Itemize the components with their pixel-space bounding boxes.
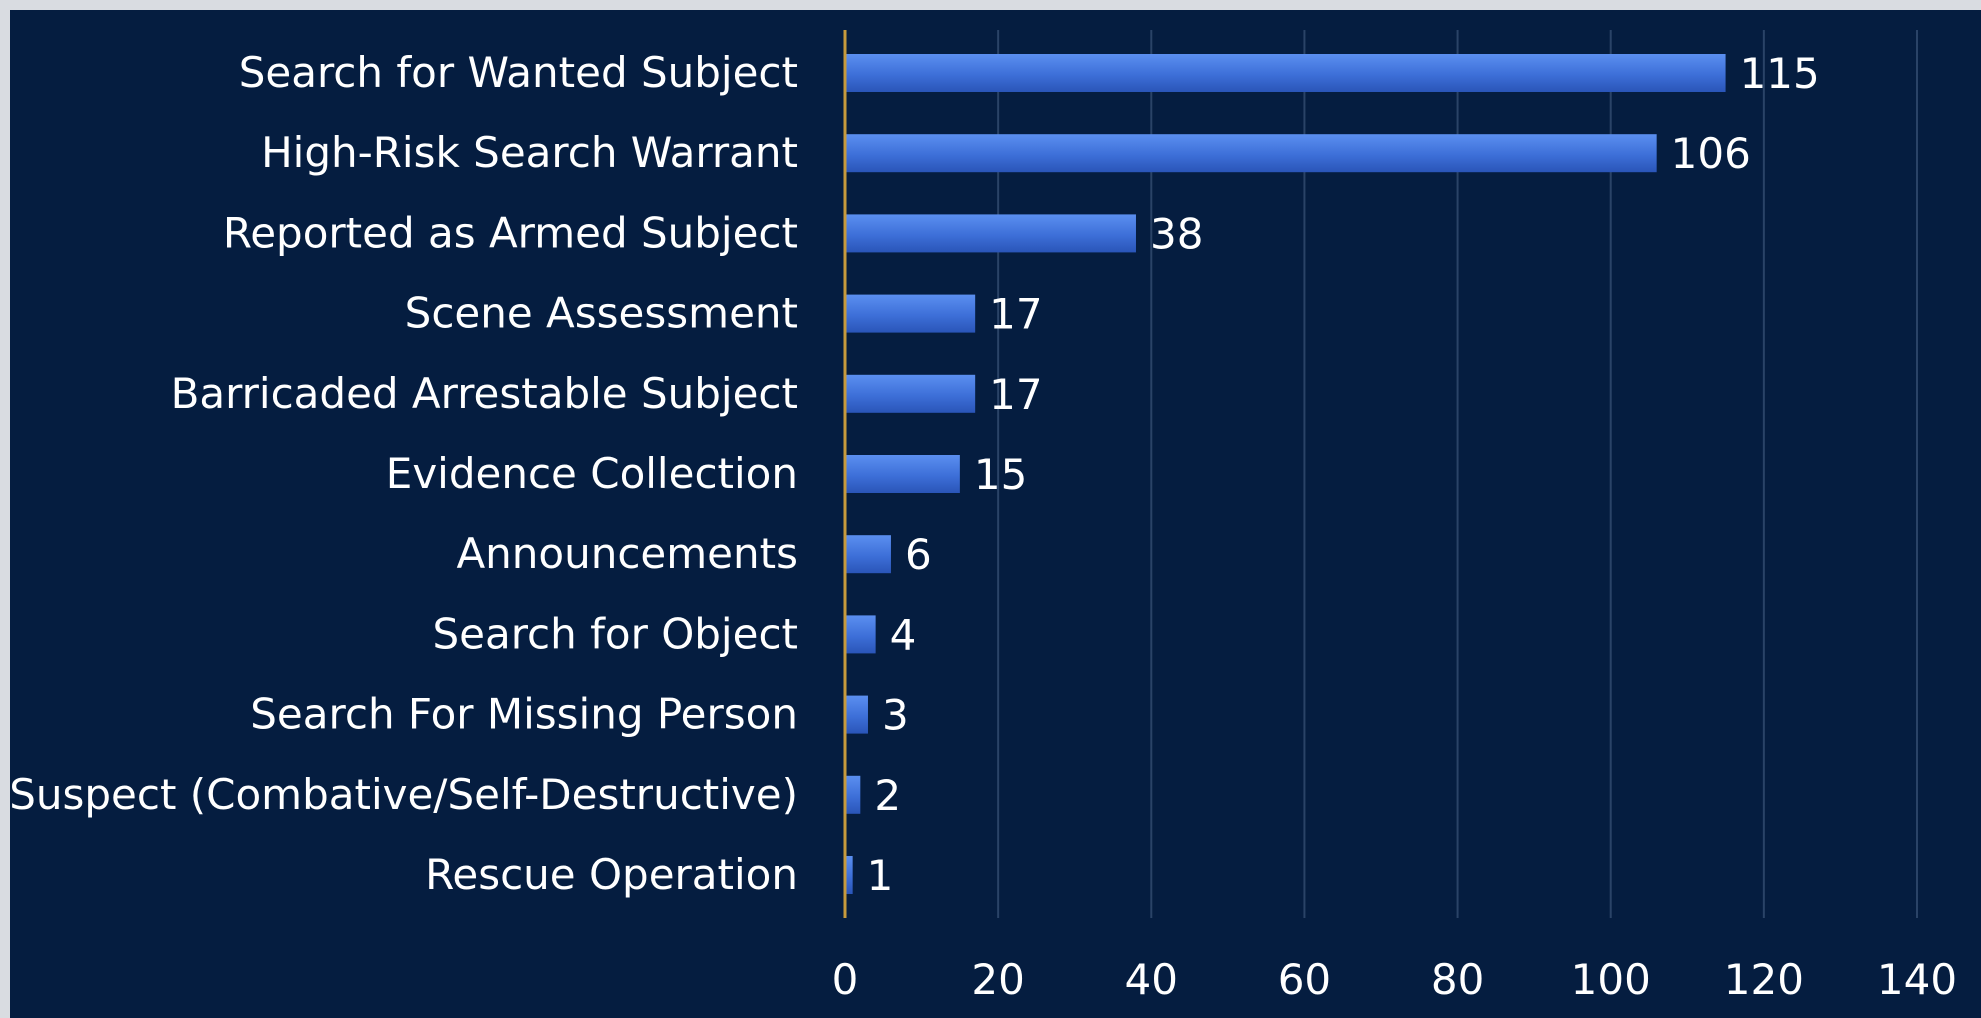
- x-tick-label: 60: [1278, 955, 1331, 1004]
- bar: [845, 535, 891, 574]
- data-label: 17: [989, 370, 1042, 419]
- x-tick-label: 0: [832, 955, 859, 1004]
- bar: [845, 775, 861, 814]
- x-tick-label: 20: [971, 955, 1024, 1004]
- category-label: Barricaded Arrestable Subject: [171, 369, 798, 418]
- x-tick-label: 140: [1877, 955, 1957, 1004]
- category-label: Evidence Collection: [386, 449, 798, 498]
- x-tick-label: 120: [1724, 955, 1804, 1004]
- bar: [845, 455, 960, 493]
- bar: [845, 134, 1657, 173]
- bar: [845, 856, 853, 894]
- bar: [845, 374, 976, 413]
- bar: [845, 695, 868, 734]
- category-label: Reported as Armed Subject: [223, 208, 798, 257]
- category-label: Search for Object: [432, 609, 798, 658]
- bar: [845, 294, 976, 333]
- data-label: 106: [1671, 129, 1751, 178]
- category-label: Search For Missing Person: [250, 690, 798, 739]
- category-label: High-Risk Search Warrant: [261, 128, 798, 177]
- category-label: Suspect (Combative/Self-Destructive): [10, 770, 798, 819]
- data-label: 115: [1740, 49, 1820, 98]
- x-tick-label: 40: [1125, 955, 1178, 1004]
- data-label: 15: [974, 450, 1027, 499]
- category-label: Scene Assessment: [405, 289, 798, 338]
- data-label: 6: [905, 530, 932, 579]
- data-label: 38: [1150, 209, 1203, 258]
- bar: [845, 54, 1726, 92]
- category-label: Announcements: [456, 529, 798, 578]
- gridlines: [997, 30, 1918, 918]
- data-label: 1: [867, 851, 894, 900]
- data-label: 3: [882, 691, 909, 740]
- category-label: Search for Wanted Subject: [239, 48, 798, 97]
- data-label: 2: [874, 771, 901, 820]
- data-label: 17: [989, 290, 1042, 339]
- bars: [845, 54, 1726, 894]
- bar: [845, 615, 876, 654]
- bar: [845, 214, 1136, 253]
- x-tick-label: 80: [1431, 955, 1484, 1004]
- category-label: Rescue Operation: [425, 850, 798, 899]
- x-tick-label: 100: [1571, 955, 1651, 1004]
- chart-frame: 0 20 40 60 80 100 120 140 115 Search for Wanted S…: [10, 10, 1981, 1018]
- data-label: 4: [890, 610, 917, 659]
